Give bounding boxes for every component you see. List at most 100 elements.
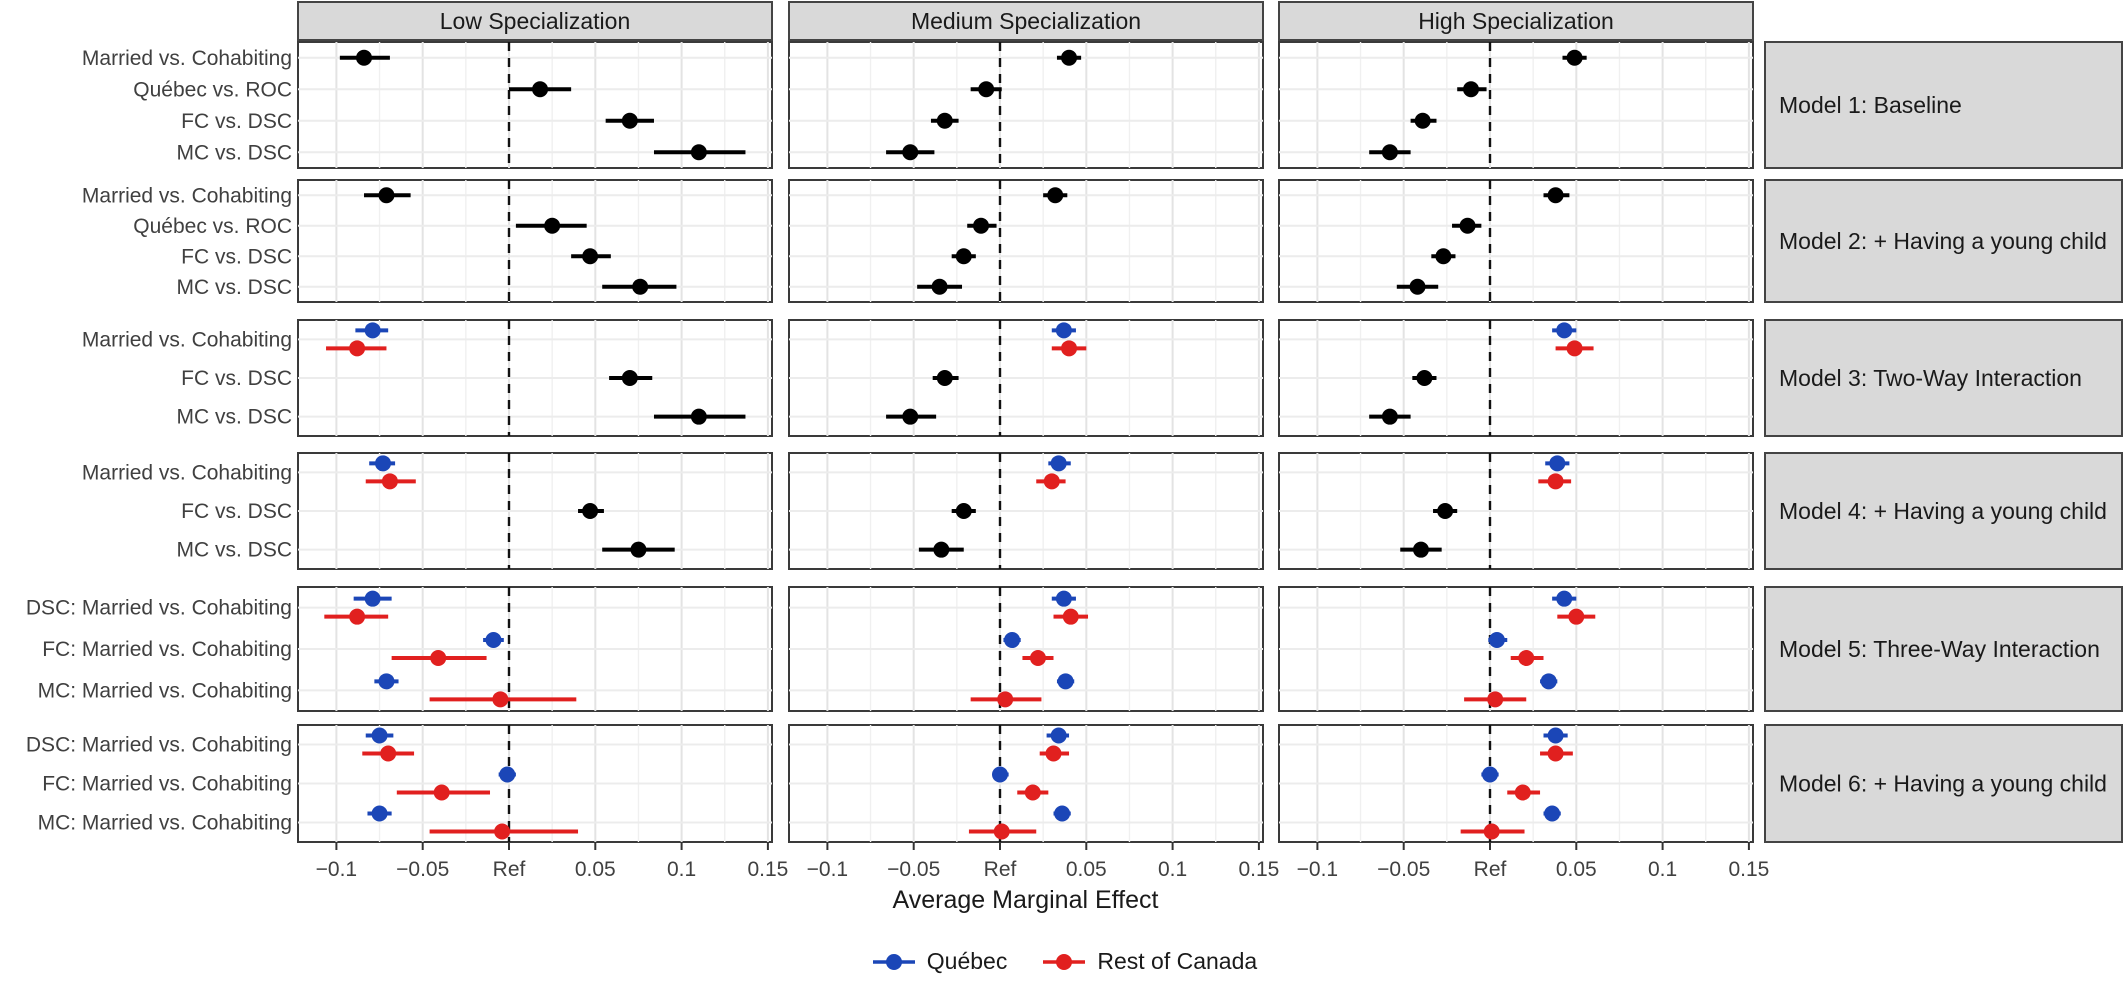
point-marker bbox=[1414, 112, 1431, 129]
point-marker bbox=[931, 278, 948, 295]
point-marker bbox=[1381, 408, 1398, 425]
point-marker bbox=[1488, 632, 1505, 648]
x-tick-label: 0.05 bbox=[1556, 858, 1597, 881]
category-label: MC vs. DSC bbox=[177, 276, 293, 299]
point-marker bbox=[690, 144, 707, 161]
point-marker bbox=[630, 541, 647, 558]
facet-column-strip-label: Medium Specialization bbox=[911, 8, 1141, 34]
point-marker bbox=[1556, 590, 1573, 607]
category-label: DSC: Married vs. Cohabiting bbox=[26, 597, 292, 620]
point-marker bbox=[1547, 745, 1564, 762]
facet-column-strip bbox=[297, 1, 773, 41]
point-marker bbox=[499, 766, 516, 783]
facet-row-strip bbox=[1764, 586, 2123, 712]
point-marker bbox=[582, 248, 599, 265]
point-marker bbox=[690, 408, 707, 425]
point-marker bbox=[1045, 745, 1062, 762]
point-marker bbox=[1435, 248, 1452, 265]
category-label: FC vs. DSC bbox=[181, 245, 292, 268]
x-tick-label: 0.15 bbox=[1238, 858, 1279, 881]
category-label: MC vs. DSC bbox=[177, 406, 293, 429]
category-label: FC vs. DSC bbox=[181, 367, 292, 390]
category-label: FC vs. DSC bbox=[181, 110, 292, 133]
point-marker bbox=[1518, 650, 1535, 666]
point-marker bbox=[1047, 187, 1064, 204]
facet-column-strip-label: High Specialization bbox=[1418, 8, 1614, 34]
category-label: Married vs. Cohabiting bbox=[82, 461, 292, 484]
point-marker bbox=[381, 473, 398, 490]
point-marker bbox=[1062, 608, 1079, 625]
panel bbox=[1278, 41, 1754, 169]
point-marker bbox=[1556, 322, 1573, 339]
point-marker bbox=[1540, 673, 1557, 690]
point-marker bbox=[1050, 727, 1067, 744]
legend-key-dot bbox=[885, 953, 902, 970]
point-marker bbox=[1487, 691, 1504, 708]
x-tick-label: −0.05 bbox=[887, 858, 940, 881]
point-marker bbox=[1482, 766, 1498, 783]
x-tick-label: −0.05 bbox=[396, 858, 449, 881]
point-marker bbox=[621, 112, 638, 129]
legend: Québec Rest of Canada bbox=[34, 948, 2094, 975]
point-marker bbox=[992, 766, 1008, 783]
x-tick-label: Ref bbox=[493, 858, 526, 881]
point-marker bbox=[902, 408, 919, 425]
legend-key-icon bbox=[872, 953, 915, 970]
panel bbox=[1278, 179, 1754, 303]
x-tick-label: 0.05 bbox=[1066, 858, 1107, 881]
point-marker bbox=[978, 81, 995, 98]
panel bbox=[788, 41, 1264, 169]
legend-item-qu-bec: Québec bbox=[871, 948, 1007, 975]
point-marker bbox=[936, 112, 953, 129]
panel bbox=[297, 179, 773, 303]
facet-column-strip-label: Low Specialization bbox=[440, 8, 631, 34]
x-tick-label: −0.1 bbox=[807, 858, 848, 881]
point-marker bbox=[933, 541, 950, 558]
point-marker bbox=[1547, 473, 1564, 490]
point-marker bbox=[993, 823, 1010, 840]
point-marker bbox=[1055, 322, 1072, 339]
point-marker bbox=[973, 217, 990, 234]
point-marker bbox=[532, 81, 549, 98]
point-marker bbox=[1483, 823, 1500, 840]
facet-column-strip bbox=[1278, 1, 1754, 41]
x-tick-label: 0.15 bbox=[747, 858, 788, 881]
point-marker bbox=[1566, 49, 1583, 66]
facet-row-strip bbox=[1764, 724, 2123, 843]
point-marker bbox=[632, 278, 649, 295]
point-marker bbox=[1544, 805, 1561, 822]
point-marker bbox=[349, 340, 366, 357]
x-tick-label: Ref bbox=[1474, 858, 1507, 881]
category-label: DSC: Married vs. Cohabiting bbox=[26, 734, 292, 757]
category-label: Québec vs. ROC bbox=[133, 215, 292, 238]
x-tick-label: 0.1 bbox=[1158, 858, 1187, 881]
point-marker bbox=[1412, 541, 1429, 558]
point-marker bbox=[1381, 144, 1398, 161]
point-marker bbox=[1061, 340, 1078, 357]
x-tick-label: −0.1 bbox=[1297, 858, 1338, 881]
legend-key-dot bbox=[1056, 953, 1073, 970]
point-marker bbox=[1004, 632, 1021, 648]
facet-column-strip bbox=[788, 1, 1264, 41]
x-tick-label: −0.05 bbox=[1377, 858, 1430, 881]
category-label: MC: Married vs. Cohabiting bbox=[38, 812, 292, 835]
point-marker bbox=[371, 727, 388, 744]
x-tick-label: Ref bbox=[984, 858, 1017, 881]
facet-row-strip bbox=[1764, 452, 2123, 570]
point-marker bbox=[1549, 455, 1566, 472]
point-marker bbox=[1437, 503, 1454, 519]
point-marker bbox=[1566, 340, 1583, 357]
x-axis-title: Average Marginal Effect bbox=[892, 886, 1159, 914]
category-label: FC: Married vs. Cohabiting bbox=[42, 773, 292, 796]
point-marker bbox=[1054, 805, 1071, 822]
point-marker bbox=[430, 650, 447, 666]
facet-row-strip-label: Model 5: Three-Way Interaction bbox=[1779, 636, 2100, 662]
facet-row-strip bbox=[1764, 41, 2123, 169]
facet-row-strip-label: Model 6: + Having a young child bbox=[1779, 771, 2107, 797]
category-label: FC vs. DSC bbox=[181, 500, 292, 523]
point-marker bbox=[936, 370, 953, 386]
x-tick-label: 0.15 bbox=[1728, 858, 1769, 881]
point-marker bbox=[371, 805, 388, 822]
point-marker bbox=[1029, 650, 1046, 666]
